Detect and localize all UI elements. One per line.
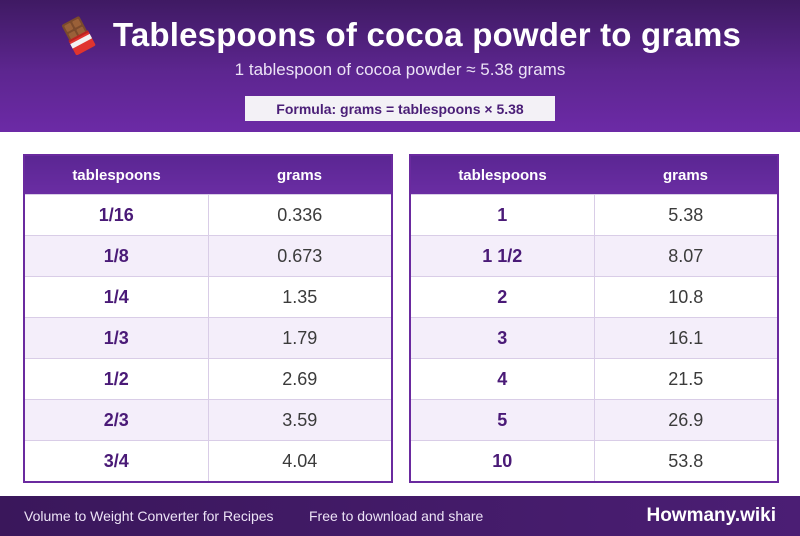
page-title: Tablespoons of cocoa powder to grams: [112, 16, 742, 53]
table-row: 3/4 4.04: [25, 440, 391, 481]
table-header: tablespoons grams: [25, 156, 391, 194]
tablespoons-cell: 1/2: [25, 359, 209, 399]
table-row: 5 26.9: [411, 399, 777, 440]
tablespoons-cell: 1: [411, 195, 595, 235]
tablespoons-cell: 1/16: [25, 195, 209, 235]
table-row: 1/3 1.79: [25, 317, 391, 358]
grams-cell: 10.8: [668, 286, 704, 307]
table-row: 1 5.38: [411, 194, 777, 235]
tablespoons-cell: 3/4: [25, 441, 209, 481]
table-row: 1 1/2 8.07: [411, 235, 777, 276]
table-header: tablespoons grams: [411, 156, 777, 194]
footer-share-label: Free to download and share: [309, 508, 484, 524]
table-row: 10 53.8: [411, 440, 777, 481]
column-header-grams: grams: [662, 166, 709, 184]
column-header-grams: grams: [276, 166, 323, 184]
footer-converter-label: Volume to Weight Converter for Recipes: [24, 508, 274, 524]
table-row: 1/8 0.673: [25, 235, 391, 276]
tablespoons-cell: 4: [411, 359, 595, 399]
tablespoons-cell: 1/3: [25, 318, 209, 358]
tablespoons-cell: 10: [411, 441, 595, 481]
column-header-tablespoons: tablespoons: [458, 166, 547, 184]
grams-cell: 53.8: [668, 450, 704, 471]
grams-cell: 26.9: [668, 409, 704, 430]
tablespoons-cell: 1/8: [25, 236, 209, 276]
tablespoons-cell: 1 1/2: [411, 236, 595, 276]
conversion-table-left: tablespoons grams 1/16 0.336 1/8 0.673 1…: [23, 154, 393, 483]
grams-cell: 1.35: [282, 286, 318, 307]
table-row: 1/16 0.336: [25, 194, 391, 235]
grams-cell: 0.336: [277, 204, 323, 225]
grams-cell: 5.38: [668, 204, 704, 225]
subtitle: 1 tablespoon of cocoa powder ≈ 5.38 gram…: [234, 60, 566, 79]
title-row: Tablespoons of cocoa powder to grams: [0, 12, 800, 58]
grams-cell: 16.1: [668, 327, 704, 348]
grams-cell: 1.79: [282, 327, 318, 348]
table-row: 4 21.5: [411, 358, 777, 399]
conversion-table-right: tablespoons grams 1 5.38 1 1/2 8.07 2 10…: [409, 154, 779, 483]
table-row: 2 10.8: [411, 276, 777, 317]
grams-cell: 8.07: [668, 245, 704, 266]
column-header-tablespoons: tablespoons: [72, 166, 161, 184]
table-row: 2/3 3.59: [25, 399, 391, 440]
tablespoons-cell: 5: [411, 400, 595, 440]
grams-cell: 21.5: [668, 368, 704, 389]
grams-cell: 3.59: [282, 409, 318, 430]
grams-cell: 2.69: [282, 368, 318, 389]
brand-logo: Howmany.wiki: [646, 505, 776, 526]
table-body: 1/16 0.336 1/8 0.673 1/4 1.35 1/3 1.79 1…: [25, 194, 391, 481]
chocolate-bar-icon: [61, 16, 96, 55]
table-row: 3 16.1: [411, 317, 777, 358]
formula-badge: Formula: grams = tablespoons × 5.38: [245, 96, 555, 121]
table-body: 1 5.38 1 1/2 8.07 2 10.8 3 16.1 4 21.5 5…: [411, 194, 777, 481]
grams-cell: 0.673: [277, 245, 323, 266]
footer-bar: Volume to Weight Converter for Recipes F…: [0, 496, 800, 536]
tablespoons-cell: 3: [411, 318, 595, 358]
table-row: 1/2 2.69: [25, 358, 391, 399]
grams-cell: 4.04: [282, 450, 318, 471]
tablespoons-cell: 2: [411, 277, 595, 317]
header-banner: Tablespoons of cocoa powder to grams 1 t…: [0, 0, 800, 132]
tablespoons-cell: 1/4: [25, 277, 209, 317]
tablespoons-cell: 2/3: [25, 400, 209, 440]
table-row: 1/4 1.35: [25, 276, 391, 317]
